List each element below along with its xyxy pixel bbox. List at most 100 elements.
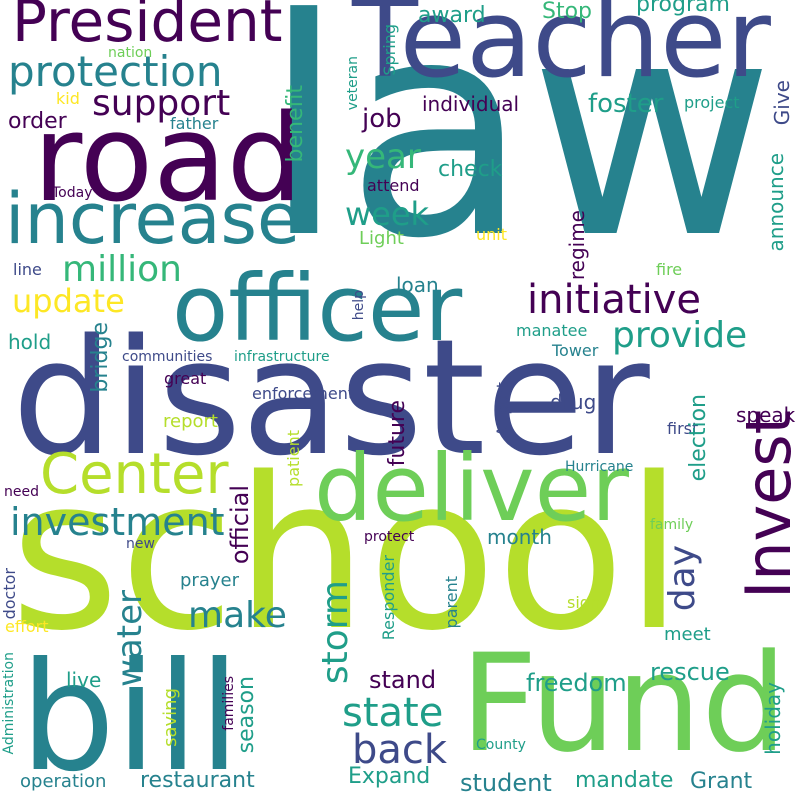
word-patient: patient (284, 430, 303, 487)
word-update: update (12, 282, 125, 320)
word-individual: individual (422, 92, 520, 116)
word-check: check (438, 157, 503, 182)
word-need: need (4, 484, 39, 500)
word-county: County (476, 737, 526, 753)
word-week: week (345, 195, 430, 233)
word-new: new (126, 536, 155, 552)
word-responder: Responder (379, 555, 398, 641)
word-meet: meet (664, 624, 711, 645)
word-loan: loan (396, 273, 439, 297)
word-prayer: prayer (180, 570, 239, 591)
word-bill: bill (20, 631, 241, 800)
word-hurricane: Hurricane (565, 459, 634, 475)
word-attend: attend (367, 176, 420, 195)
word-president: President (12, 0, 283, 55)
word-election: election (686, 394, 711, 482)
word-line: line (13, 260, 42, 279)
word-invest: Invest (732, 410, 800, 600)
word-benefit: benefit (283, 85, 308, 163)
word-families: families (221, 676, 237, 731)
word-help: help (351, 290, 367, 321)
word-project: project (684, 93, 740, 112)
word-first: first (667, 419, 699, 438)
word-foster: foster (588, 89, 664, 119)
word-mandate: mandate (575, 768, 674, 793)
word-deliver: deliver (314, 435, 629, 542)
word-saving: saving (160, 688, 181, 747)
word-live: live (66, 668, 102, 692)
word-teacher: Teacher (352, 0, 771, 102)
word-state: state (342, 690, 444, 736)
word-manatee: manatee (516, 321, 588, 340)
word-month: month (487, 525, 552, 549)
word-student: student (460, 769, 552, 797)
word-expand: Expand (348, 764, 431, 789)
word-announce: announce (764, 153, 788, 252)
word-million: million (62, 249, 182, 290)
word-protect: protect (364, 529, 415, 545)
word-support: support (92, 83, 231, 124)
word-storm: storm (315, 580, 356, 685)
word-season: season (234, 676, 259, 754)
word-veteran: veteran (345, 56, 361, 111)
word-fire: fire (656, 260, 683, 279)
word-father: father (170, 114, 219, 133)
word-increase: increase (5, 178, 301, 260)
word-day: day (662, 545, 703, 612)
word-report: report (163, 411, 218, 432)
word-disaster: disaster (12, 304, 650, 491)
word-sign: sign (567, 593, 601, 612)
word-give: Give (770, 80, 794, 126)
word-fund: Fund (460, 625, 788, 782)
word-initiative: initiative (527, 277, 701, 323)
word-operation: operation (20, 771, 107, 792)
word-school: school (10, 432, 684, 677)
word-award: award (418, 3, 486, 28)
word-provide: provide (612, 315, 748, 356)
word-water: water (110, 590, 150, 687)
word-administration: Administration (1, 652, 17, 755)
word-nation: nation (108, 45, 153, 61)
word-parent: parent (442, 576, 461, 629)
word-airport: Airport (493, 382, 512, 437)
word-stop: Stop (542, 0, 593, 24)
word-law: law (262, 0, 775, 304)
word-center: Center (40, 442, 229, 507)
word-make: make (188, 595, 287, 636)
word-speak: speak (736, 403, 796, 427)
word-communities: communities (122, 349, 213, 365)
word-job: job (362, 104, 402, 134)
word-back: back (352, 727, 448, 773)
word-great: great (164, 369, 207, 388)
word-family: family (650, 517, 694, 533)
word-officer: officer (172, 255, 463, 362)
word-bridge: bridge (88, 322, 113, 393)
word-unit: unit (476, 225, 507, 244)
word-freedom: freedom (526, 669, 627, 697)
word-tower: Tower (552, 341, 599, 360)
word-rescue: rescue (650, 658, 730, 686)
word-investment: investment (10, 500, 225, 544)
word-kid: kid (56, 89, 80, 108)
word-grant: Grant (690, 769, 753, 794)
word-holiday: holiday (761, 682, 785, 755)
word-restaurant: restaurant (140, 768, 255, 793)
word-hold: hold (8, 330, 52, 354)
word-effort: effort (5, 617, 49, 636)
word-road: road (33, 90, 303, 229)
word-program: program (636, 0, 730, 17)
word-drug: drug (550, 390, 597, 414)
word-spring: Spring (380, 24, 399, 76)
word-today: Today (52, 185, 93, 201)
word-official: official (226, 485, 254, 565)
word-light: Light (359, 228, 404, 249)
word-year: year (345, 137, 421, 177)
word-future: future (385, 400, 410, 467)
word-enforcement: enforcement (252, 384, 355, 403)
word-protection: protection (8, 47, 223, 96)
word-regime: regime (565, 210, 589, 281)
word-infrastructure: infrastructure (234, 349, 330, 365)
word-doctor: doctor (0, 568, 19, 620)
word-order: order (8, 109, 67, 134)
